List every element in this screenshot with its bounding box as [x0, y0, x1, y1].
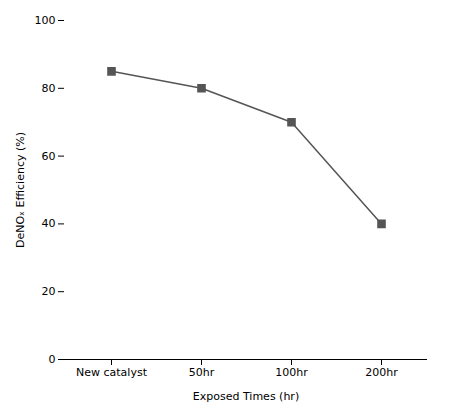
svg-text:60: 60 [42, 150, 56, 163]
svg-text:New catalyst: New catalyst [76, 366, 148, 379]
svg-text:50hr: 50hr [189, 366, 215, 379]
svg-text:40: 40 [42, 217, 56, 230]
svg-text:DeNOₓ Efficiency (%): DeNOₓ Efficiency (%) [14, 132, 27, 248]
svg-text:0: 0 [49, 353, 56, 366]
svg-text:80: 80 [42, 82, 56, 95]
svg-text:20: 20 [42, 285, 56, 298]
svg-text:100: 100 [35, 14, 56, 27]
svg-text:Exposed Times (hr): Exposed Times (hr) [193, 390, 299, 403]
svg-text:100hr: 100hr [275, 366, 308, 379]
svg-text:200hr: 200hr [365, 366, 398, 379]
